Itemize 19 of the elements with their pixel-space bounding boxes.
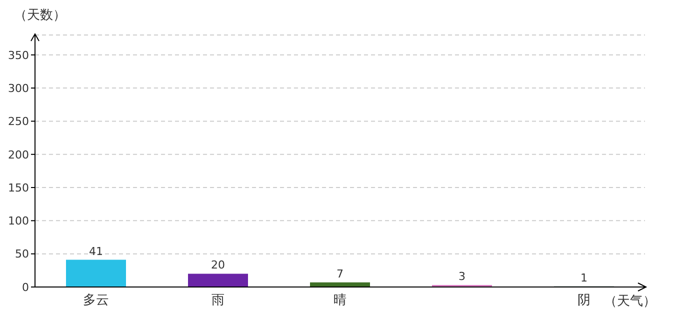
y-tick-label: 200 [8,148,29,162]
data-label: 1 [580,271,588,284]
y-tick-label: 50 [15,248,29,261]
y-tick-label: 350 [8,48,29,62]
data-label: 20 [211,258,225,272]
y-tick-label: 150 [8,181,29,194]
y-axis-title: （天数） [14,7,66,24]
x-axis-title: （天气） [604,293,656,310]
y-tick-label: 0 [22,280,29,294]
data-label: 7 [336,267,344,280]
x-tick-label: 阴 [578,293,590,308]
x-tick-label: 多云 [83,293,109,308]
data-label: 3 [458,270,466,284]
y-tick-label: 300 [8,82,29,95]
x-tick-label: 雨 [212,293,224,308]
x-tick-label: 晴 [334,293,346,308]
data-label: 41 [89,244,103,258]
y-tick-label: 100 [8,214,29,228]
y-tick-label: 250 [8,115,29,128]
